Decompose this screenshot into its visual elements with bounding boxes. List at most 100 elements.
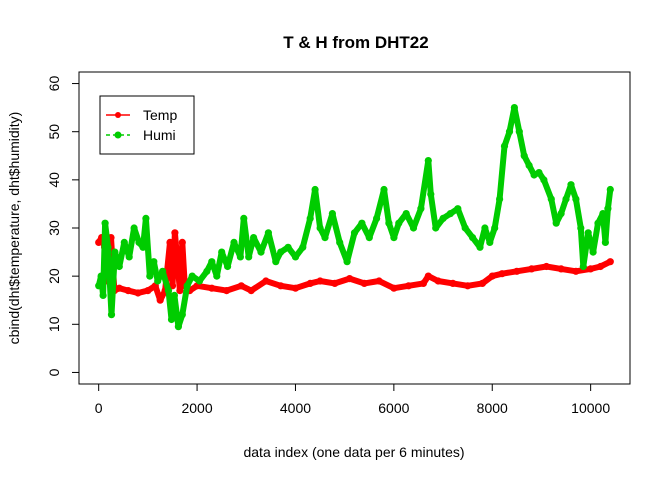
data-point-humi <box>557 210 565 218</box>
data-point-humi <box>291 253 300 261</box>
data-point-temp <box>178 238 186 246</box>
data-point-temp <box>424 272 432 280</box>
x-tick-label: 8000 <box>477 400 508 416</box>
data-point-temp <box>498 270 506 278</box>
data-point-humi <box>562 195 570 203</box>
y-tick-label: 50 <box>46 124 62 140</box>
data-point-humi <box>272 258 280 266</box>
data-point-humi <box>491 224 499 232</box>
data-point-humi <box>547 195 555 203</box>
data-point-humi <box>284 243 292 251</box>
legend-marker-temp <box>115 112 121 118</box>
data-point-humi <box>461 224 469 232</box>
data-point-humi <box>139 243 147 251</box>
data-point-temp <box>277 282 285 290</box>
data-point-temp <box>208 284 216 292</box>
data-point-humi <box>373 214 381 222</box>
data-point-temp <box>390 284 398 292</box>
data-point-temp <box>587 265 595 273</box>
data-point-temp <box>434 277 442 285</box>
data-point-humi <box>203 267 211 275</box>
data-point-humi <box>188 272 196 280</box>
y-tick-label: 30 <box>46 220 62 236</box>
data-point-temp <box>262 277 270 285</box>
legend-label-humi: Humi <box>143 127 176 143</box>
data-point-temp <box>488 272 496 280</box>
data-point-temp <box>419 279 427 287</box>
data-point-temp <box>247 287 255 295</box>
data-point-temp <box>331 279 339 287</box>
data-point-temp <box>360 279 368 287</box>
data-point-humi <box>240 214 248 222</box>
data-point-temp <box>124 287 132 295</box>
y-tick-label: 40 <box>46 172 62 188</box>
x-axis-label: data index (one data per 6 minutes) <box>243 444 464 460</box>
data-point-humi <box>208 258 216 266</box>
data-point-humi <box>142 214 150 222</box>
data-point-humi <box>446 210 454 218</box>
data-point-humi <box>601 238 610 246</box>
legend-label-temp: Temp <box>143 107 177 123</box>
data-point-humi <box>525 161 533 169</box>
data-point-humi <box>599 210 607 218</box>
data-point-humi <box>299 243 307 251</box>
y-tick-label: 20 <box>46 268 62 284</box>
data-point-humi <box>150 258 158 266</box>
data-point-humi <box>245 253 253 261</box>
data-point-humi <box>500 142 509 150</box>
data-point-humi <box>174 323 182 331</box>
data-point-humi <box>469 234 477 242</box>
data-point-temp <box>237 282 245 290</box>
data-point-humi <box>567 181 575 189</box>
data-point-humi <box>164 287 173 295</box>
data-point-humi <box>311 185 319 194</box>
data-point-humi <box>486 238 494 246</box>
data-point-humi <box>97 272 105 280</box>
data-point-humi <box>577 224 585 232</box>
data-point-humi <box>417 205 425 213</box>
data-point-temp <box>449 279 457 287</box>
x-tick-label: 2000 <box>181 400 212 416</box>
data-point-humi <box>115 262 123 271</box>
data-point-humi <box>321 234 329 242</box>
data-point-temp <box>513 267 521 275</box>
chart-title: T & H from DHT22 <box>283 33 428 52</box>
data-point-humi <box>358 219 366 227</box>
data-point-humi <box>130 224 138 232</box>
data-point-humi <box>236 253 244 261</box>
legend: Temp Humi <box>99 95 195 155</box>
data-point-humi <box>535 169 543 177</box>
y-axis-label: cbind(dht$temperature, dht$humidity) <box>6 112 22 345</box>
data-point-temp <box>134 289 142 297</box>
data-point-humi <box>250 234 258 242</box>
data-point-temp <box>572 267 580 275</box>
data-point-humi <box>439 214 447 222</box>
y-tick-label: 0 <box>46 368 62 376</box>
data-point-temp <box>478 279 486 287</box>
data-point-humi <box>230 238 238 246</box>
data-point-humi <box>178 311 186 319</box>
data-point-humi <box>104 243 112 251</box>
data-point-humi <box>476 243 484 251</box>
data-point-humi <box>385 219 393 227</box>
legend-box <box>99 95 195 155</box>
series-humi <box>95 104 614 331</box>
data-point-temp <box>557 265 565 273</box>
data-point-humi <box>481 224 489 232</box>
data-point-humi <box>520 152 528 160</box>
data-point-humi <box>170 291 178 299</box>
data-point-humi <box>395 219 403 227</box>
data-point-humi <box>159 267 167 275</box>
data-point-humi <box>390 234 398 242</box>
y-tick-label: 10 <box>46 316 62 332</box>
x-axis: 0 2000 4000 6000 8000 10000 <box>95 383 610 416</box>
data-point-humi <box>427 190 435 198</box>
data-point-humi <box>95 282 103 290</box>
data-point-humi <box>505 128 514 136</box>
data-point-temp <box>606 258 614 266</box>
data-point-temp <box>291 284 300 292</box>
x-tick-label: 6000 <box>378 400 409 416</box>
legend-marker-humi <box>114 131 122 139</box>
data-point-humi <box>365 234 373 242</box>
